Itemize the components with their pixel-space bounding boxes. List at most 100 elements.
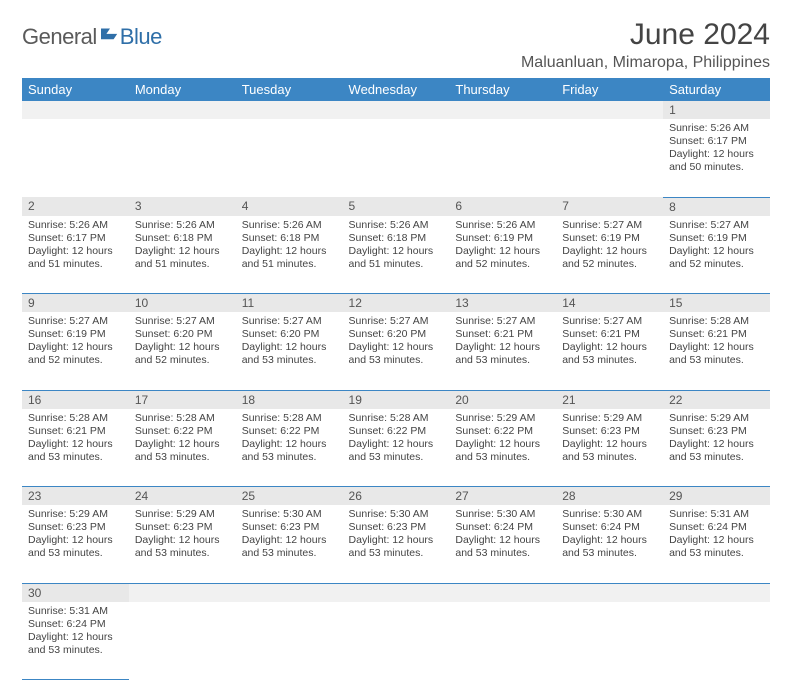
day-number-cell — [343, 583, 450, 602]
day-number-row: 2345678 — [22, 197, 770, 216]
day-body-cell — [663, 602, 770, 680]
weekday-header: Tuesday — [236, 78, 343, 101]
day-detail: Sunrise: 5:28 AMSunset: 6:21 PMDaylight:… — [22, 409, 129, 468]
day-number-row: 1 — [22, 101, 770, 119]
day-number-cell: 25 — [236, 487, 343, 506]
day-number-cell: 10 — [129, 294, 236, 313]
day-body-cell — [449, 602, 556, 680]
day-number-cell — [129, 583, 236, 602]
day-detail: Sunrise: 5:29 AMSunset: 6:23 PMDaylight:… — [129, 505, 236, 564]
day-number-cell: 27 — [449, 487, 556, 506]
day-detail: Sunrise: 5:26 AMSunset: 6:18 PMDaylight:… — [129, 216, 236, 275]
day-body-row: Sunrise: 5:31 AMSunset: 6:24 PMDaylight:… — [22, 602, 770, 680]
day-body-cell: Sunrise: 5:28 AMSunset: 6:22 PMDaylight:… — [129, 409, 236, 487]
weekday-header: Friday — [556, 78, 663, 101]
day-body-cell: Sunrise: 5:31 AMSunset: 6:24 PMDaylight:… — [22, 602, 129, 680]
day-detail: Sunrise: 5:27 AMSunset: 6:21 PMDaylight:… — [449, 312, 556, 371]
day-number-cell: 4 — [236, 197, 343, 216]
day-number-cell: 15 — [663, 294, 770, 313]
day-body-cell — [129, 602, 236, 680]
day-number-cell: 5 — [343, 197, 450, 216]
weekday-header: Monday — [129, 78, 236, 101]
day-body-cell: Sunrise: 5:29 AMSunset: 6:23 PMDaylight:… — [22, 505, 129, 583]
day-number-cell — [449, 583, 556, 602]
day-body-cell — [129, 119, 236, 197]
day-body-cell: Sunrise: 5:28 AMSunset: 6:21 PMDaylight:… — [663, 312, 770, 390]
day-body-cell: Sunrise: 5:27 AMSunset: 6:21 PMDaylight:… — [449, 312, 556, 390]
day-number-cell: 2 — [22, 197, 129, 216]
day-body-row: Sunrise: 5:26 AMSunset: 6:17 PMDaylight:… — [22, 216, 770, 294]
day-number-cell: 8 — [663, 197, 770, 216]
day-number-cell — [556, 583, 663, 602]
day-number-cell — [129, 101, 236, 119]
weekday-header: Wednesday — [343, 78, 450, 101]
weekday-header-row: SundayMondayTuesdayWednesdayThursdayFrid… — [22, 78, 770, 101]
day-number-cell: 28 — [556, 487, 663, 506]
day-detail: Sunrise: 5:28 AMSunset: 6:21 PMDaylight:… — [663, 312, 770, 371]
day-body-cell: Sunrise: 5:28 AMSunset: 6:22 PMDaylight:… — [343, 409, 450, 487]
day-detail: Sunrise: 5:27 AMSunset: 6:20 PMDaylight:… — [129, 312, 236, 371]
day-detail: Sunrise: 5:30 AMSunset: 6:24 PMDaylight:… — [449, 505, 556, 564]
day-body-cell: Sunrise: 5:29 AMSunset: 6:23 PMDaylight:… — [663, 409, 770, 487]
day-detail: Sunrise: 5:30 AMSunset: 6:23 PMDaylight:… — [236, 505, 343, 564]
day-body-cell — [236, 602, 343, 680]
day-detail: Sunrise: 5:29 AMSunset: 6:23 PMDaylight:… — [22, 505, 129, 564]
day-detail: Sunrise: 5:29 AMSunset: 6:22 PMDaylight:… — [449, 409, 556, 468]
day-detail: Sunrise: 5:27 AMSunset: 6:19 PMDaylight:… — [556, 216, 663, 275]
day-number-row: 30 — [22, 583, 770, 602]
day-detail: Sunrise: 5:26 AMSunset: 6:18 PMDaylight:… — [343, 216, 450, 275]
day-body-row: Sunrise: 5:29 AMSunset: 6:23 PMDaylight:… — [22, 505, 770, 583]
day-body-cell: Sunrise: 5:26 AMSunset: 6:17 PMDaylight:… — [22, 216, 129, 294]
day-body-cell: Sunrise: 5:28 AMSunset: 6:22 PMDaylight:… — [236, 409, 343, 487]
day-number-cell: 29 — [663, 487, 770, 506]
day-body-cell: Sunrise: 5:27 AMSunset: 6:21 PMDaylight:… — [556, 312, 663, 390]
day-number-cell — [236, 583, 343, 602]
day-body-cell — [556, 602, 663, 680]
brand-logo: General Blue — [22, 24, 162, 50]
day-detail: Sunrise: 5:31 AMSunset: 6:24 PMDaylight:… — [22, 602, 129, 661]
weekday-header: Thursday — [449, 78, 556, 101]
day-detail: Sunrise: 5:26 AMSunset: 6:19 PMDaylight:… — [449, 216, 556, 275]
day-body-cell: Sunrise: 5:27 AMSunset: 6:19 PMDaylight:… — [663, 216, 770, 294]
day-number-cell: 30 — [22, 583, 129, 602]
day-detail: Sunrise: 5:29 AMSunset: 6:23 PMDaylight:… — [556, 409, 663, 468]
day-detail: Sunrise: 5:29 AMSunset: 6:23 PMDaylight:… — [663, 409, 770, 468]
day-detail: Sunrise: 5:27 AMSunset: 6:20 PMDaylight:… — [236, 312, 343, 371]
day-body-cell: Sunrise: 5:26 AMSunset: 6:17 PMDaylight:… — [663, 119, 770, 197]
day-number-cell: 13 — [449, 294, 556, 313]
day-body-cell: Sunrise: 5:27 AMSunset: 6:19 PMDaylight:… — [22, 312, 129, 390]
day-detail: Sunrise: 5:28 AMSunset: 6:22 PMDaylight:… — [236, 409, 343, 468]
day-number-cell: 19 — [343, 390, 450, 409]
day-body-cell — [343, 602, 450, 680]
day-number-cell: 14 — [556, 294, 663, 313]
day-number-row: 23242526272829 — [22, 487, 770, 506]
day-number-cell — [663, 583, 770, 602]
title-block: June 2024 Maluanluan, Mimaropa, Philippi… — [521, 18, 770, 72]
day-number-cell: 11 — [236, 294, 343, 313]
day-body-cell: Sunrise: 5:29 AMSunset: 6:23 PMDaylight:… — [129, 505, 236, 583]
logo-text-general: General — [22, 24, 97, 50]
weekday-header: Sunday — [22, 78, 129, 101]
day-detail: Sunrise: 5:26 AMSunset: 6:18 PMDaylight:… — [236, 216, 343, 275]
day-detail: Sunrise: 5:30 AMSunset: 6:24 PMDaylight:… — [556, 505, 663, 564]
day-number-cell — [449, 101, 556, 119]
day-body-row: Sunrise: 5:27 AMSunset: 6:19 PMDaylight:… — [22, 312, 770, 390]
day-number-cell: 1 — [663, 101, 770, 119]
day-body-cell: Sunrise: 5:26 AMSunset: 6:19 PMDaylight:… — [449, 216, 556, 294]
day-number-cell: 18 — [236, 390, 343, 409]
day-body-row: Sunrise: 5:26 AMSunset: 6:17 PMDaylight:… — [22, 119, 770, 197]
day-number-cell — [236, 101, 343, 119]
day-body-cell: Sunrise: 5:29 AMSunset: 6:22 PMDaylight:… — [449, 409, 556, 487]
month-title: June 2024 — [521, 18, 770, 52]
weekday-header: Saturday — [663, 78, 770, 101]
day-detail: Sunrise: 5:26 AMSunset: 6:17 PMDaylight:… — [22, 216, 129, 275]
day-number-cell: 9 — [22, 294, 129, 313]
day-detail: Sunrise: 5:27 AMSunset: 6:19 PMDaylight:… — [22, 312, 129, 371]
day-body-cell — [556, 119, 663, 197]
day-body-row: Sunrise: 5:28 AMSunset: 6:21 PMDaylight:… — [22, 409, 770, 487]
day-number-cell: 3 — [129, 197, 236, 216]
day-body-cell: Sunrise: 5:27 AMSunset: 6:20 PMDaylight:… — [343, 312, 450, 390]
day-body-cell: Sunrise: 5:26 AMSunset: 6:18 PMDaylight:… — [236, 216, 343, 294]
day-number-cell: 17 — [129, 390, 236, 409]
day-detail: Sunrise: 5:26 AMSunset: 6:17 PMDaylight:… — [663, 119, 770, 178]
